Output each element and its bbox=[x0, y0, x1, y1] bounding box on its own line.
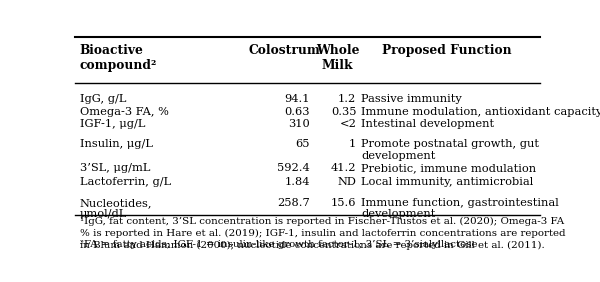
Text: ²FA = fatty acids; IGF-1 = insulin-like growth factor-1; 3’SL = 3’sialyllactose: ²FA = fatty acids; IGF-1 = insulin-like … bbox=[80, 240, 477, 249]
Text: 94.1: 94.1 bbox=[284, 94, 310, 103]
Text: 65: 65 bbox=[295, 139, 310, 149]
Text: Insulin, μg/L: Insulin, μg/L bbox=[80, 139, 152, 149]
Text: 1.84: 1.84 bbox=[284, 177, 310, 187]
Text: 310: 310 bbox=[288, 119, 310, 129]
Text: 0.63: 0.63 bbox=[284, 107, 310, 116]
Text: IgG, g/L: IgG, g/L bbox=[80, 94, 126, 103]
Text: Immune modulation, antioxidant capacity: Immune modulation, antioxidant capacity bbox=[361, 107, 600, 116]
Text: 1.2: 1.2 bbox=[338, 94, 356, 103]
Text: ND: ND bbox=[337, 177, 356, 187]
Text: 258.7: 258.7 bbox=[277, 198, 310, 208]
Text: 3’SL, μg/mL: 3’SL, μg/mL bbox=[80, 163, 150, 173]
Text: 0.35: 0.35 bbox=[331, 107, 356, 116]
Text: Whole
Milk: Whole Milk bbox=[316, 44, 359, 72]
Text: Proposed Function: Proposed Function bbox=[382, 44, 512, 57]
Text: 1: 1 bbox=[349, 139, 356, 149]
Text: Intestinal development: Intestinal development bbox=[361, 119, 494, 129]
Text: 15.6: 15.6 bbox=[331, 198, 356, 208]
Text: Immune function, gastrointestinal
development: Immune function, gastrointestinal develo… bbox=[361, 198, 559, 219]
Text: Bioactive
compound²: Bioactive compound² bbox=[80, 44, 157, 72]
Text: Passive immunity: Passive immunity bbox=[361, 94, 462, 103]
Text: Omega-3 FA, %: Omega-3 FA, % bbox=[80, 107, 169, 116]
Text: 41.2: 41.2 bbox=[331, 163, 356, 173]
Text: Promote postnatal growth, gut
development: Promote postnatal growth, gut developmen… bbox=[361, 139, 539, 161]
Text: Local immunity, antimicrobial: Local immunity, antimicrobial bbox=[361, 177, 533, 187]
Text: Prebiotic, immune modulation: Prebiotic, immune modulation bbox=[361, 163, 536, 173]
Text: IGF-1, μg/L: IGF-1, μg/L bbox=[80, 119, 145, 129]
Text: ¹IgG, fat content, 3’SL concentration is reported in Fischer-Tlustos et al. (202: ¹IgG, fat content, 3’SL concentration is… bbox=[80, 217, 565, 250]
Text: Colostrum: Colostrum bbox=[248, 44, 320, 57]
Text: Lactoferrin, g/L: Lactoferrin, g/L bbox=[80, 177, 171, 187]
Text: <2: <2 bbox=[340, 119, 356, 129]
Text: Nucleotides,
μmol/dL: Nucleotides, μmol/dL bbox=[80, 198, 152, 219]
Text: 592.4: 592.4 bbox=[277, 163, 310, 173]
